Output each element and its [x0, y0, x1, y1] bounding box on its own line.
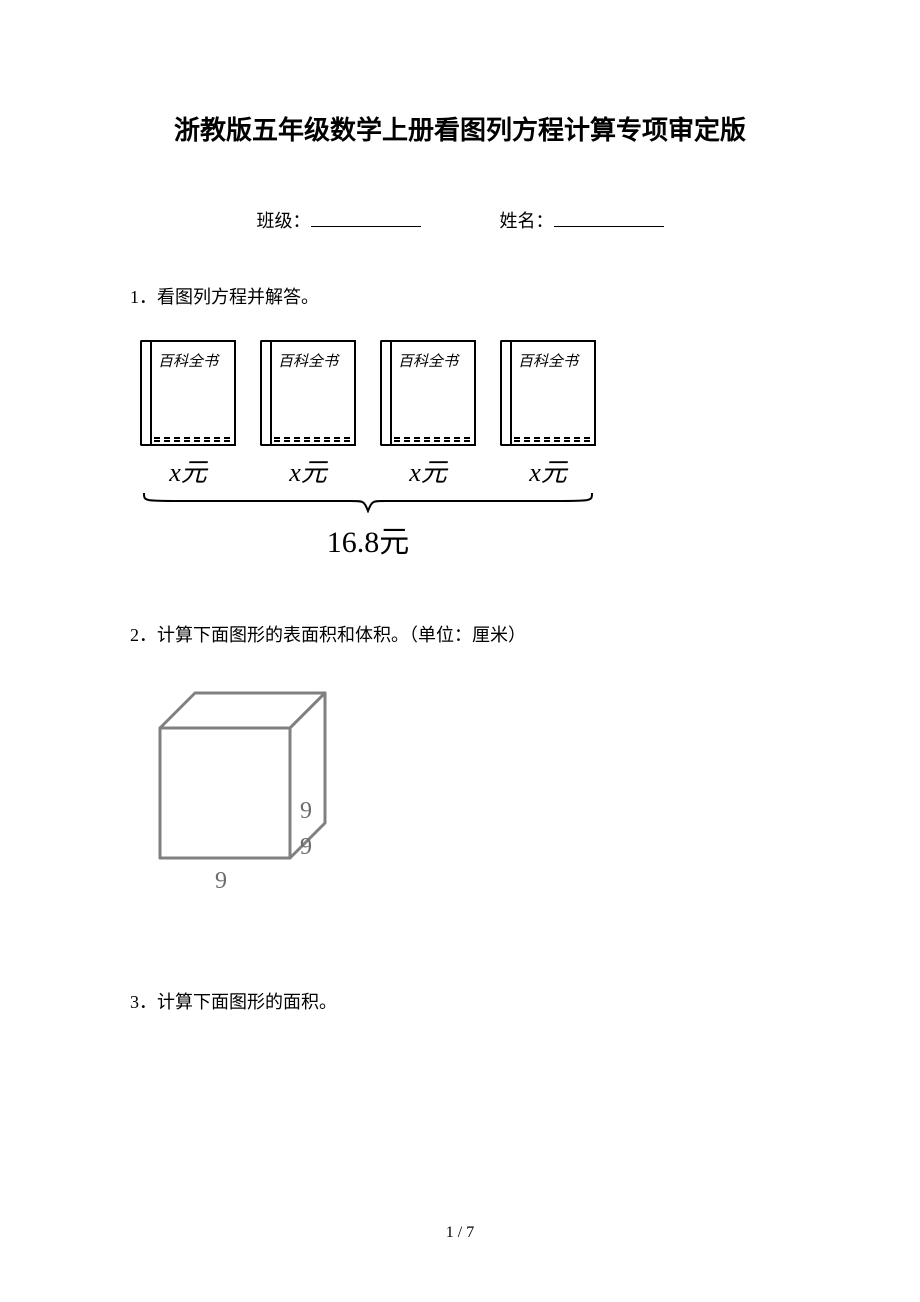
book-item: 百科全书 [380, 340, 476, 446]
cube-label-right: 9 [300, 798, 312, 824]
cube-label-depth: 9 [300, 834, 312, 860]
book-label: 百科全书 [158, 354, 218, 370]
book-label: 百科全书 [518, 354, 578, 370]
book-label: 百科全书 [398, 354, 458, 370]
page-title: 浙教版五年级数学上册看图列方程计算专项审定版 [130, 110, 790, 147]
total-label: 16.8元 [140, 517, 596, 561]
student-info-line: 班级： 姓名： [130, 207, 790, 233]
question-2: 2．计算下面图形的表面积和体积。（单位：厘米） [130, 621, 790, 650]
name-label: 姓名： [500, 211, 554, 231]
x-labels-row: x元 x元 x元 x元 [140, 452, 790, 489]
books-figure: 百科全书 百科全书 百科全书 百科全书 x元 x元 x元 x [140, 340, 790, 561]
class-label: 班级： [257, 211, 311, 231]
book-item: 百科全书 [260, 340, 356, 446]
book-item: 百科全书 [500, 340, 596, 446]
q3-text: 计算下面图形的面积。 [157, 992, 337, 1012]
q3-number: 3． [130, 992, 157, 1012]
q2-text: 计算下面图形的表面积和体积。（单位：厘米） [157, 625, 526, 645]
name-blank[interactable] [554, 209, 664, 227]
book-label: 百科全书 [278, 354, 338, 370]
question-1: 1．看图列方程并解答。 [130, 283, 790, 312]
q2-number: 2． [130, 625, 157, 645]
class-blank[interactable] [311, 209, 421, 227]
x-label: x元 [500, 452, 596, 489]
brace [140, 491, 596, 513]
page-footer: 1 / 7 [0, 1224, 920, 1242]
book-item: 百科全书 [140, 340, 236, 446]
question-3: 3．计算下面图形的面积。 [130, 988, 790, 1017]
cube-figure: 9 9 9 [140, 678, 340, 908]
q1-text: 看图列方程并解答。 [157, 287, 319, 307]
cube-label-bottom: 9 [215, 868, 227, 894]
x-label: x元 [260, 452, 356, 489]
books-row: 百科全书 百科全书 百科全书 百科全书 [140, 340, 790, 446]
q1-number: 1． [130, 287, 157, 307]
x-label: x元 [380, 452, 476, 489]
x-label: x元 [140, 452, 236, 489]
